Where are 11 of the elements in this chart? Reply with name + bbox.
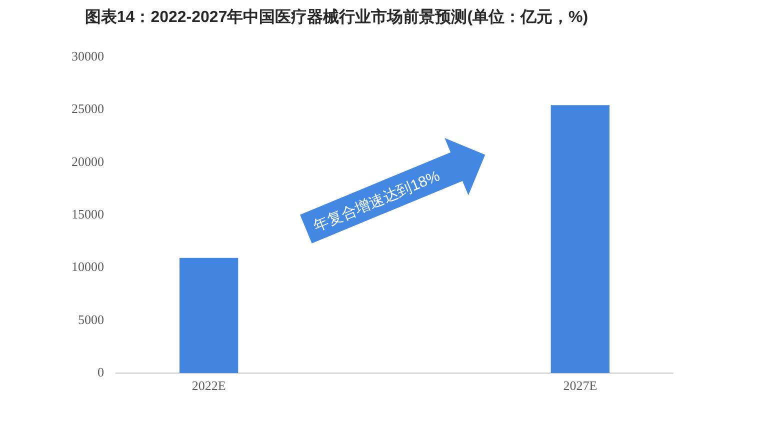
y-tick-label: 30000 [72,48,104,64]
y-tick-label: 20000 [72,154,104,169]
x-tick-label: 2022E [192,378,226,394]
y-tick-label: 5000 [78,312,104,327]
y-tick-label: 10000 [72,259,104,274]
y-tick-label: 15000 [72,206,104,222]
y-tick-label: 0 [98,364,104,380]
chart-title: 图表14：2022-2027年中国医疗器械行业市场前景预测(单位：亿元，%) [84,8,588,26]
y-tick-label: 25000 [72,101,104,116]
x-tick-label: 2027E [563,378,598,394]
annotation: 年复合增速达到18% [311,167,442,236]
